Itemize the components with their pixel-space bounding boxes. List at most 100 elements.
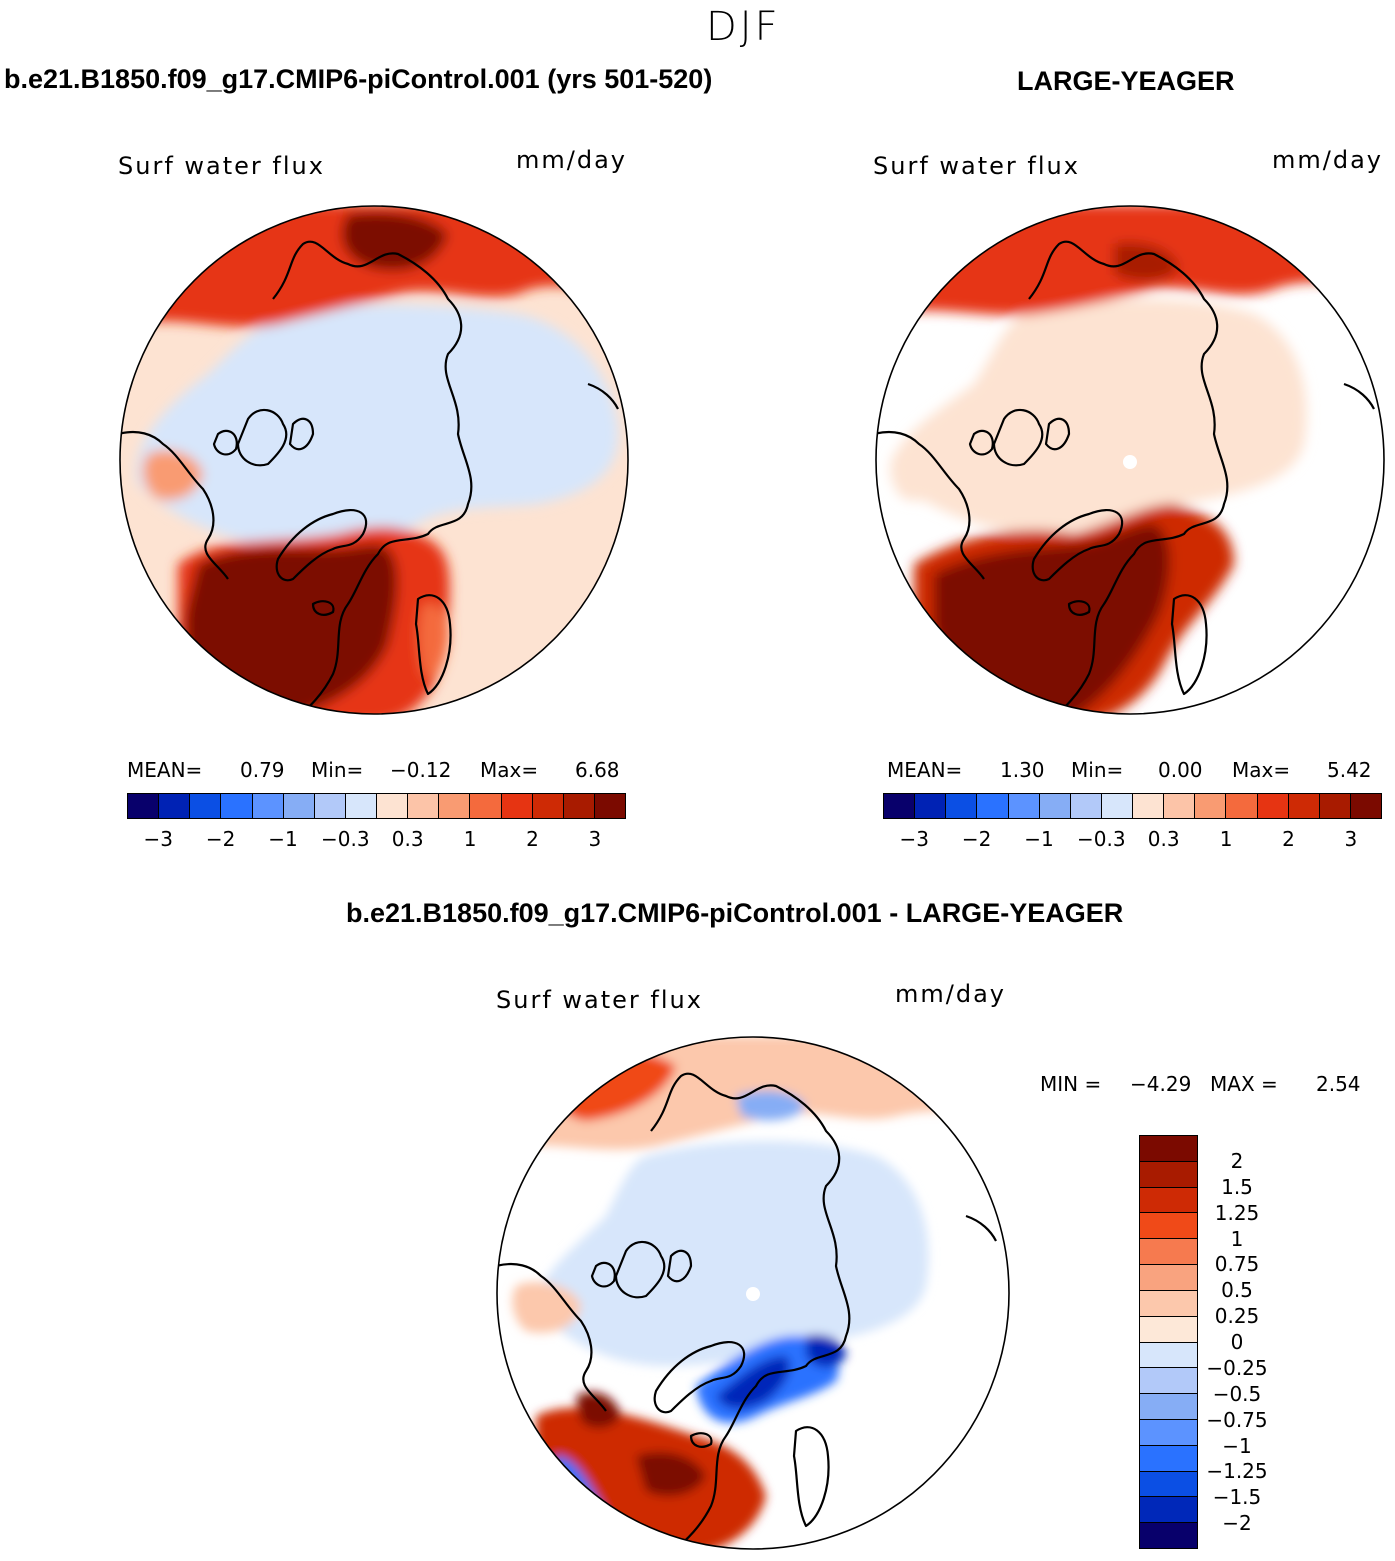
field-pacific-negative (736, 1090, 806, 1121)
colorbar-swatch (190, 794, 222, 818)
colorbar-tick-label: −0.3 (321, 827, 370, 851)
colorbar-tick-label: 0 (1230, 1330, 1244, 1354)
colorbar-swatch (159, 794, 191, 818)
field-barents-strong (716, 1356, 790, 1410)
min-label: MIN = (1040, 1072, 1102, 1096)
field-pacific-peak (342, 212, 448, 271)
colorbar-tick-label: −0.75 (1206, 1407, 1268, 1432)
colorbar-swatch (501, 794, 533, 818)
coastline-scandinavia (414, 594, 452, 696)
colorbar-tick-label: −0.25 (1206, 1355, 1268, 1380)
colorbar-tick-label: 1.5 (1221, 1174, 1253, 1199)
units-label-difference: mm/day (895, 980, 1006, 1008)
max-label: Max= (480, 758, 539, 782)
polar-map-difference (496, 1036, 1010, 1550)
min-value: 0.00 (1158, 758, 1203, 782)
coastline-iceland (311, 600, 335, 616)
colorbar-tick-label: −1 (1024, 827, 1054, 851)
colorbar-swatch (1140, 1368, 1197, 1395)
colorbar-swatch (439, 794, 471, 818)
colorbar-tick-label: 1.25 (1214, 1200, 1260, 1225)
colorbar-swatch (594, 794, 625, 818)
units-label-control: mm/day (516, 146, 627, 174)
colorbar-swatch (1140, 1187, 1197, 1214)
figure-title: DJF (706, 4, 781, 50)
coastline-greenland (275, 509, 368, 582)
field-scandinavia (418, 603, 449, 678)
colorbar-swatch (1257, 794, 1289, 818)
colorbar-tick-label: 3 (588, 827, 602, 851)
colorbar-swatch (1140, 1471, 1197, 1498)
mean-value: 1.30 (1000, 758, 1045, 782)
colorbar-swatch (283, 794, 315, 818)
coastline-eurasia (650, 1072, 851, 1549)
coastline-north-america (497, 1262, 607, 1412)
colorbar-swatch (128, 794, 160, 818)
colorbar-swatch (1140, 1136, 1197, 1162)
colorbar-tick-label: 0.5 (1221, 1278, 1253, 1303)
colorbar-swatch (1350, 794, 1381, 818)
colorbar-swatch (221, 794, 253, 818)
colorbar-tick-label: −3 (143, 827, 173, 851)
colorbar-tick-label: −2 (1222, 1511, 1252, 1536)
colorbar-swatch (1008, 794, 1040, 818)
field-pacific-peak (1114, 242, 1179, 281)
panel-title-difference: b.e21.B1850.f09_g17.CMIP6-piControl.001 … (346, 898, 1124, 928)
colorbar-swatch (884, 794, 916, 818)
colorbar-swatch (1226, 794, 1258, 818)
min-value: −0.12 (390, 758, 452, 782)
coastline-kamchatka (1343, 382, 1375, 410)
mean-label: MEAN= (127, 758, 203, 782)
colorbar-swatch (1140, 1290, 1197, 1317)
colorbar-swatch (1140, 1316, 1197, 1343)
colorbar-tick-label: −1 (1222, 1433, 1252, 1458)
map-border (496, 1036, 1010, 1550)
colorbar-swatch (1140, 1161, 1197, 1188)
coastline-kamchatka (965, 1214, 997, 1242)
coastline-greenland (1031, 509, 1124, 582)
colorbar-tick-label: 1 (1219, 827, 1233, 851)
colorbar-tick-label: 0.25 (1214, 1304, 1260, 1329)
colorbar-tick-label: −3 (899, 827, 929, 851)
coastline-scandinavia (792, 1426, 830, 1528)
coastline-scandinavia (1170, 594, 1208, 696)
max-value: 5.42 (1327, 758, 1372, 782)
colorbar-swatch (977, 794, 1009, 818)
colorbar-large-yeager (883, 793, 1382, 819)
coastline-iceland (1067, 600, 1091, 616)
colorbar-swatch (345, 794, 377, 818)
colorbar-tick-label: −0.5 (1212, 1381, 1262, 1406)
coastline-north-america (120, 430, 229, 580)
max-value: 2.54 (1316, 1072, 1361, 1096)
colorbar-tick-label: −0.3 (1077, 827, 1126, 851)
colorbar-control (127, 793, 626, 819)
colorbar-swatch (1140, 1497, 1197, 1524)
max-label: MAX = (1210, 1072, 1278, 1096)
colorbar-swatch (1140, 1213, 1197, 1240)
colorbar-swatch (1288, 794, 1320, 818)
colorbar-swatch (915, 794, 947, 818)
colorbar-swatch (252, 794, 284, 818)
coastline-eurasia (1028, 240, 1229, 714)
colorbar-tick-label: 3 (1344, 827, 1358, 851)
colorbar-swatch (532, 794, 564, 818)
pole-hole (1123, 455, 1137, 469)
colorbar-swatch (1164, 794, 1196, 818)
colorbar-swatch (1140, 1239, 1197, 1266)
polar-map-control (119, 205, 629, 715)
mean-value: 0.79 (240, 758, 285, 782)
colorbar-swatch (1039, 794, 1071, 818)
colorbar-swatch (1140, 1394, 1197, 1420)
colorbar-swatch (408, 794, 440, 818)
coastline-north-america (876, 430, 985, 580)
panel-title-large-yeager: LARGE-YEAGER (1017, 66, 1235, 96)
colorbar-swatch (1140, 1265, 1197, 1291)
colorbar-swatch (1140, 1419, 1197, 1446)
units-label-large-yeager: mm/day (1272, 146, 1383, 174)
min-label: Min= (311, 758, 364, 782)
colorbar-tick-label: −2 (961, 827, 992, 851)
coastline-arctic-islands (590, 1240, 693, 1299)
pole-hole (746, 1287, 760, 1301)
coastline-greenland (653, 1341, 746, 1414)
colorbar-tick-label: 1 (463, 827, 477, 851)
